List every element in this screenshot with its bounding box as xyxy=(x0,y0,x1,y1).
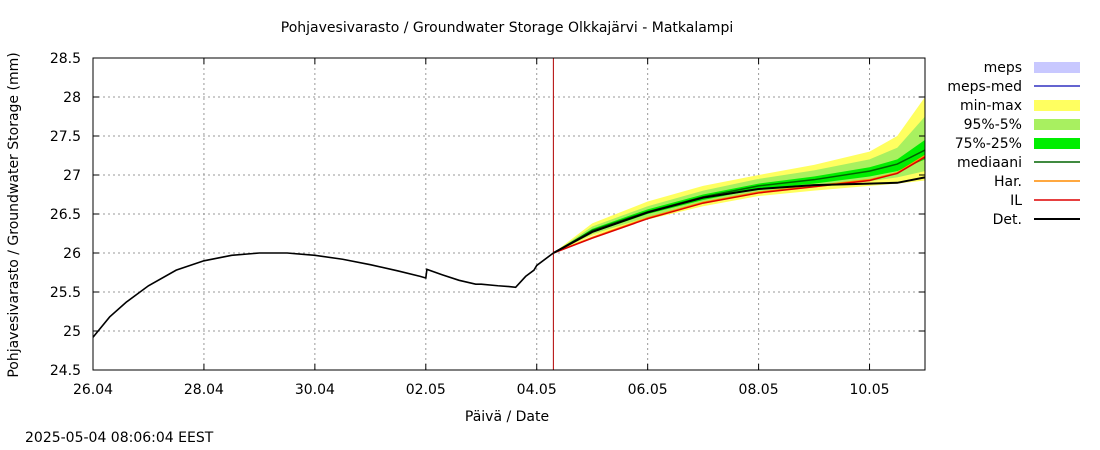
y-tick-label: 26 xyxy=(63,246,81,262)
legend-label-minmax: min-max xyxy=(960,98,1022,114)
y-tick-label: 28 xyxy=(63,90,81,106)
observed-line xyxy=(92,252,554,338)
legend-label-p75_25: 75%-25% xyxy=(955,136,1022,152)
x-tick-label: 28.04 xyxy=(184,382,224,398)
x-tick-label: 02.05 xyxy=(406,382,446,398)
series-mediaani-line xyxy=(552,149,926,254)
x-tick-label: 06.05 xyxy=(628,382,668,398)
chart-title: Pohjavesivarasto / Groundwater Storage O… xyxy=(281,20,733,36)
y-tick-label: 27 xyxy=(63,168,81,184)
grid xyxy=(93,58,925,370)
legend-swatch-meps xyxy=(1034,62,1080,73)
y-tick-label: 24.5 xyxy=(50,363,81,379)
legend-swatch-p75_25 xyxy=(1034,138,1080,149)
x-tick-label: 04.05 xyxy=(517,382,557,398)
y-axis-label: Pohjavesivarasto / Groundwater Storage (… xyxy=(6,52,22,377)
legend-label-meps: meps xyxy=(984,60,1022,76)
series-lines xyxy=(92,58,926,370)
legend-label-mediaani: mediaani xyxy=(957,155,1022,171)
legend-label-det: Det. xyxy=(993,212,1022,228)
x-tick-label: 26.04 xyxy=(73,382,113,398)
legend-label-p95_5: 95%-5% xyxy=(964,117,1022,133)
series-det-line xyxy=(552,176,926,254)
y-tick-label: 27.5 xyxy=(50,129,81,145)
legend-swatch-p95_5 xyxy=(1034,119,1080,130)
x-axis-label: Päivä / Date xyxy=(465,409,549,425)
legend-swatch-minmax xyxy=(1034,100,1080,111)
y-tick-label: 25 xyxy=(63,324,81,340)
y-tick-label: 28.5 xyxy=(50,51,81,67)
legend-label-har: Har. xyxy=(994,174,1022,190)
series-il-line xyxy=(553,156,926,254)
x-tick-label: 10.05 xyxy=(849,382,889,398)
legend-label-meps_med: meps-med xyxy=(947,79,1022,95)
x-tick-label: 30.04 xyxy=(295,382,335,398)
band-p95_5 xyxy=(553,116,925,253)
timestamp: 2025-05-04 08:06:04 EEST xyxy=(25,430,214,446)
y-tick-label: 25.5 xyxy=(50,285,81,301)
forecast-bands xyxy=(553,97,925,253)
x-tick-label: 08.05 xyxy=(739,382,779,398)
legend: meps meps-med min-max 95%-5% 75%-25% mediaani… xyxy=(947,60,1080,228)
legend-label-il: IL xyxy=(1010,193,1022,209)
axis-ticks: 24.5 25 25.5 26 26.5 27 27.5 28 28.5 26.04 28.04 30… xyxy=(50,51,925,398)
y-tick-label: 26.5 xyxy=(50,207,81,223)
